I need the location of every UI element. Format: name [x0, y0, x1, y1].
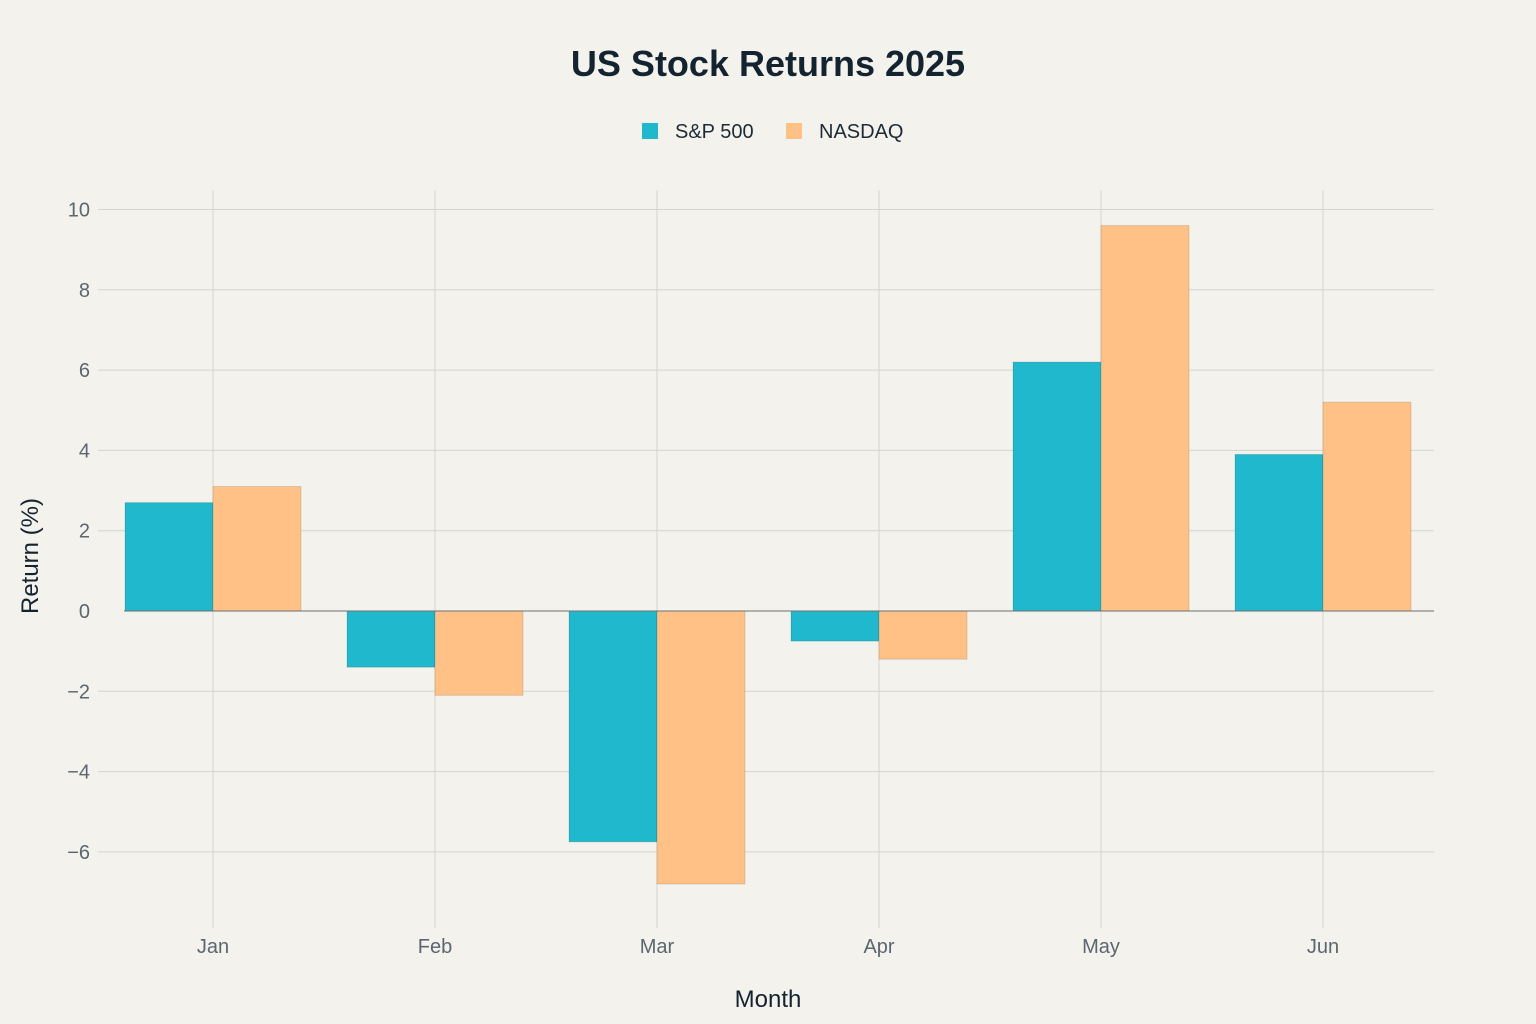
- y-tick-label: −4: [67, 762, 90, 784]
- legend-label-nasdaq: NASDAQ: [819, 121, 903, 143]
- y-tick-label: 10: [68, 200, 90, 222]
- bar-nasdaq-jun: [1322, 401, 1412, 612]
- x-tick-label-mar: Mar: [640, 936, 675, 958]
- y-tick-label: 0: [79, 601, 90, 623]
- bar-sp500-feb: [346, 610, 436, 668]
- bar-nasdaq-mar: [656, 610, 746, 885]
- y-tick-label: 6: [79, 360, 90, 382]
- bar-nasdaq-feb: [434, 610, 524, 696]
- x-tick-label-jan: Jan: [197, 936, 229, 958]
- bar-nasdaq-jan: [212, 486, 302, 612]
- bar-sp500-may: [1012, 361, 1102, 612]
- y-tick-label: 2: [79, 521, 90, 543]
- y-tick-label: 8: [79, 280, 90, 302]
- x-tick-label-may: May: [1082, 936, 1120, 958]
- x-tick-label-feb: Feb: [418, 936, 452, 958]
- legend: S&P 500 NASDAQ: [642, 121, 903, 143]
- chart-title: US Stock Returns 2025: [571, 43, 965, 84]
- axes-layer: 10 8 6 4 2 0 −2 −4 −6 Jan Feb Mar Apr May Jun: [67, 200, 1434, 958]
- legend-swatch-nasdaq: [786, 123, 802, 139]
- y-axis-label: Return (%): [17, 498, 44, 614]
- x-axis-label: Month: [735, 986, 802, 1013]
- bar-nasdaq-may: [1100, 225, 1190, 612]
- legend-label-sp500: S&P 500: [675, 121, 754, 143]
- y-tick-label: −2: [67, 681, 90, 703]
- bar-sp500-jun: [1234, 453, 1324, 612]
- bar-sp500-apr: [790, 610, 880, 642]
- legend-swatch-sp500: [642, 123, 658, 139]
- x-tick-label-jun: Jun: [1307, 936, 1339, 958]
- bar-nasdaq-apr: [878, 610, 968, 660]
- bar-sp500-mar: [568, 610, 658, 843]
- y-tick-label: 4: [79, 440, 90, 462]
- x-tick-label-apr: Apr: [863, 936, 894, 958]
- y-tick-label: −6: [67, 842, 90, 864]
- bars-layer: [124, 225, 1412, 885]
- bar-sp500-jan: [124, 502, 214, 612]
